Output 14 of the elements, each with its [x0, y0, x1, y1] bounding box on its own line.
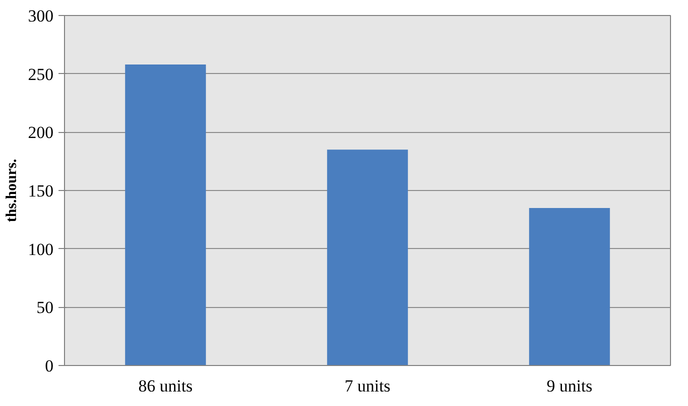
y-tick-label: 100 [28, 240, 54, 259]
y-tick-label: 250 [28, 64, 54, 84]
y-tick-label: 0 [45, 356, 54, 376]
bar [327, 150, 408, 366]
bar [125, 64, 206, 366]
y-tick-label: 300 [28, 6, 54, 26]
y-axis-title: ths.hours. [4, 158, 20, 222]
y-tick-label: 50 [36, 298, 54, 318]
bar [529, 208, 610, 366]
y-tick-label: 200 [28, 123, 54, 142]
x-tick-label: 7 units [344, 376, 390, 396]
y-tick-label: 150 [28, 182, 54, 200]
x-tick-label: 86 units [138, 376, 193, 396]
x-tick-label: 9 units [546, 376, 592, 396]
